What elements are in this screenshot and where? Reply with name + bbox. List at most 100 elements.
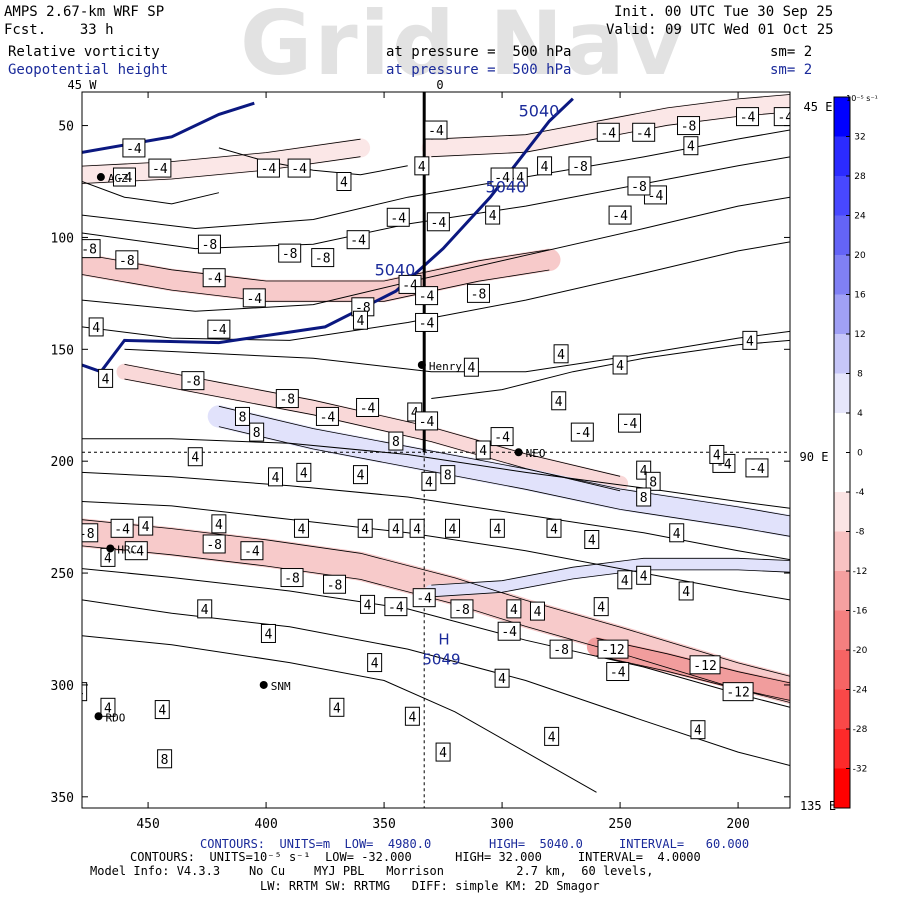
x-tick-label: 350 bbox=[372, 817, 395, 832]
contour-label-box bbox=[506, 599, 522, 619]
pressure1: at pressure = 500 hPa bbox=[386, 44, 572, 60]
contour-label-box bbox=[207, 319, 231, 339]
contour-label-box bbox=[293, 518, 309, 538]
contour-label: -4 bbox=[117, 171, 133, 186]
contour-label: 4 bbox=[548, 730, 556, 745]
vorticity-contour bbox=[82, 129, 790, 230]
contour-label-box bbox=[683, 136, 699, 156]
contour-label: -4 bbox=[206, 272, 222, 287]
contour-label: -4 bbox=[152, 162, 168, 177]
contour-label-box bbox=[256, 158, 280, 178]
contour-label: -8 bbox=[202, 238, 218, 253]
contour-label: -4 bbox=[501, 625, 517, 640]
vorticity-band bbox=[82, 248, 561, 303]
contour-label: -8 bbox=[553, 643, 569, 658]
contour-label: 4 bbox=[621, 574, 629, 589]
height-label: 5040 bbox=[519, 102, 560, 121]
contour-label-box bbox=[122, 138, 146, 158]
station-dot bbox=[96, 173, 105, 182]
contour-label: 4 bbox=[640, 569, 648, 584]
contour-label: -8 bbox=[454, 603, 470, 618]
field2-title: Geopotential height bbox=[8, 62, 169, 78]
contour-label: -4 bbox=[612, 209, 628, 224]
colorbar-label: -8 bbox=[856, 528, 865, 538]
contour-label: 4 bbox=[300, 466, 308, 481]
contour-label-box bbox=[612, 355, 628, 375]
colorbar-segment bbox=[834, 176, 850, 216]
contour-label-box bbox=[606, 662, 630, 682]
contour-label: 8 bbox=[161, 753, 169, 768]
smoothing2: sm= 2 bbox=[770, 62, 813, 78]
station-dot bbox=[514, 448, 523, 457]
colorbar-label: 32 bbox=[854, 133, 865, 143]
contour-label-box bbox=[388, 518, 404, 538]
contour-label-box bbox=[426, 212, 450, 232]
smoothing1: sm= 2 bbox=[770, 44, 813, 60]
contour-label-box bbox=[466, 283, 490, 303]
colorbar-segment bbox=[834, 531, 850, 572]
contour-label-box bbox=[570, 422, 594, 442]
vorticity-contour bbox=[82, 568, 790, 708]
contour-label: 4 bbox=[640, 464, 648, 479]
contour-label: 4 bbox=[158, 704, 166, 719]
contour-label-box bbox=[367, 653, 383, 673]
contour-label: -4 bbox=[740, 111, 756, 126]
contours-height-info: CONTOURS: UNITS=m LOW= 4980.0 HIGH= 5040… bbox=[200, 837, 750, 851]
contour-label-box bbox=[280, 568, 304, 588]
x-tick-label: 450 bbox=[136, 817, 159, 832]
contour-label-box bbox=[260, 623, 276, 643]
contour-label-box bbox=[529, 601, 545, 621]
contour-label: -4 bbox=[261, 162, 277, 177]
colorbar-label: 4 bbox=[857, 409, 863, 419]
y-tick-label: 250 bbox=[51, 567, 74, 582]
contour-label: -8 bbox=[206, 538, 222, 553]
colorbar-label: -28 bbox=[853, 725, 868, 735]
station-label: SNM bbox=[271, 680, 291, 693]
contour-label-box bbox=[386, 207, 410, 227]
contour-label: 4 bbox=[361, 522, 369, 537]
contour-label: -4 bbox=[431, 216, 447, 231]
colorbar-segment bbox=[834, 768, 850, 809]
contour-label: 8 bbox=[649, 475, 657, 490]
contour-label: 4 bbox=[439, 746, 447, 761]
contour-label: 4 bbox=[493, 522, 501, 537]
contour-label: 4 bbox=[449, 522, 457, 537]
colorbar-segment bbox=[834, 294, 850, 335]
vorticity-contour bbox=[82, 635, 597, 793]
watermark: Grid Nav bbox=[240, 0, 686, 95]
contour-label: 4 bbox=[555, 395, 563, 410]
contour-label: 4 bbox=[298, 522, 306, 537]
y-tick-label: 50 bbox=[58, 120, 74, 135]
contour-label: -4 bbox=[428, 124, 444, 139]
contour-label: 4 bbox=[408, 710, 416, 725]
contour-label: 4 bbox=[713, 448, 721, 463]
contour-label: 4 bbox=[76, 686, 84, 701]
contour-label: -4 bbox=[246, 292, 262, 307]
colorbar-segment bbox=[834, 373, 850, 414]
contour-label-box bbox=[568, 156, 592, 176]
contour-label: -4 bbox=[494, 171, 510, 186]
colorbar-segment bbox=[834, 97, 850, 137]
contour-label-box bbox=[414, 156, 430, 176]
contour-label: 4 bbox=[746, 334, 754, 349]
contour-label-box bbox=[100, 697, 116, 717]
vorticity-band bbox=[424, 557, 790, 598]
contour-label-box bbox=[636, 565, 652, 585]
contour-label: 4 bbox=[467, 361, 475, 376]
colorbar-label: 0 bbox=[857, 449, 863, 459]
model-info: Model Info: V4.3.3 No Cu MYJ PBL Morriso… bbox=[90, 864, 654, 878]
height-label: 5040 bbox=[375, 260, 416, 279]
contour-label: -4 bbox=[390, 211, 406, 226]
contour-label-box bbox=[463, 357, 479, 377]
contour-label-box bbox=[742, 330, 758, 350]
contour-label: 4 bbox=[69, 603, 77, 618]
contour-label-box bbox=[112, 167, 136, 187]
vorticity-contour bbox=[431, 569, 790, 598]
contour-label-box bbox=[197, 234, 221, 254]
contour-label-box bbox=[315, 406, 339, 426]
contour-label: -4 bbox=[114, 522, 130, 537]
colorbar-segment bbox=[834, 492, 850, 532]
contour-label-box bbox=[709, 444, 725, 464]
